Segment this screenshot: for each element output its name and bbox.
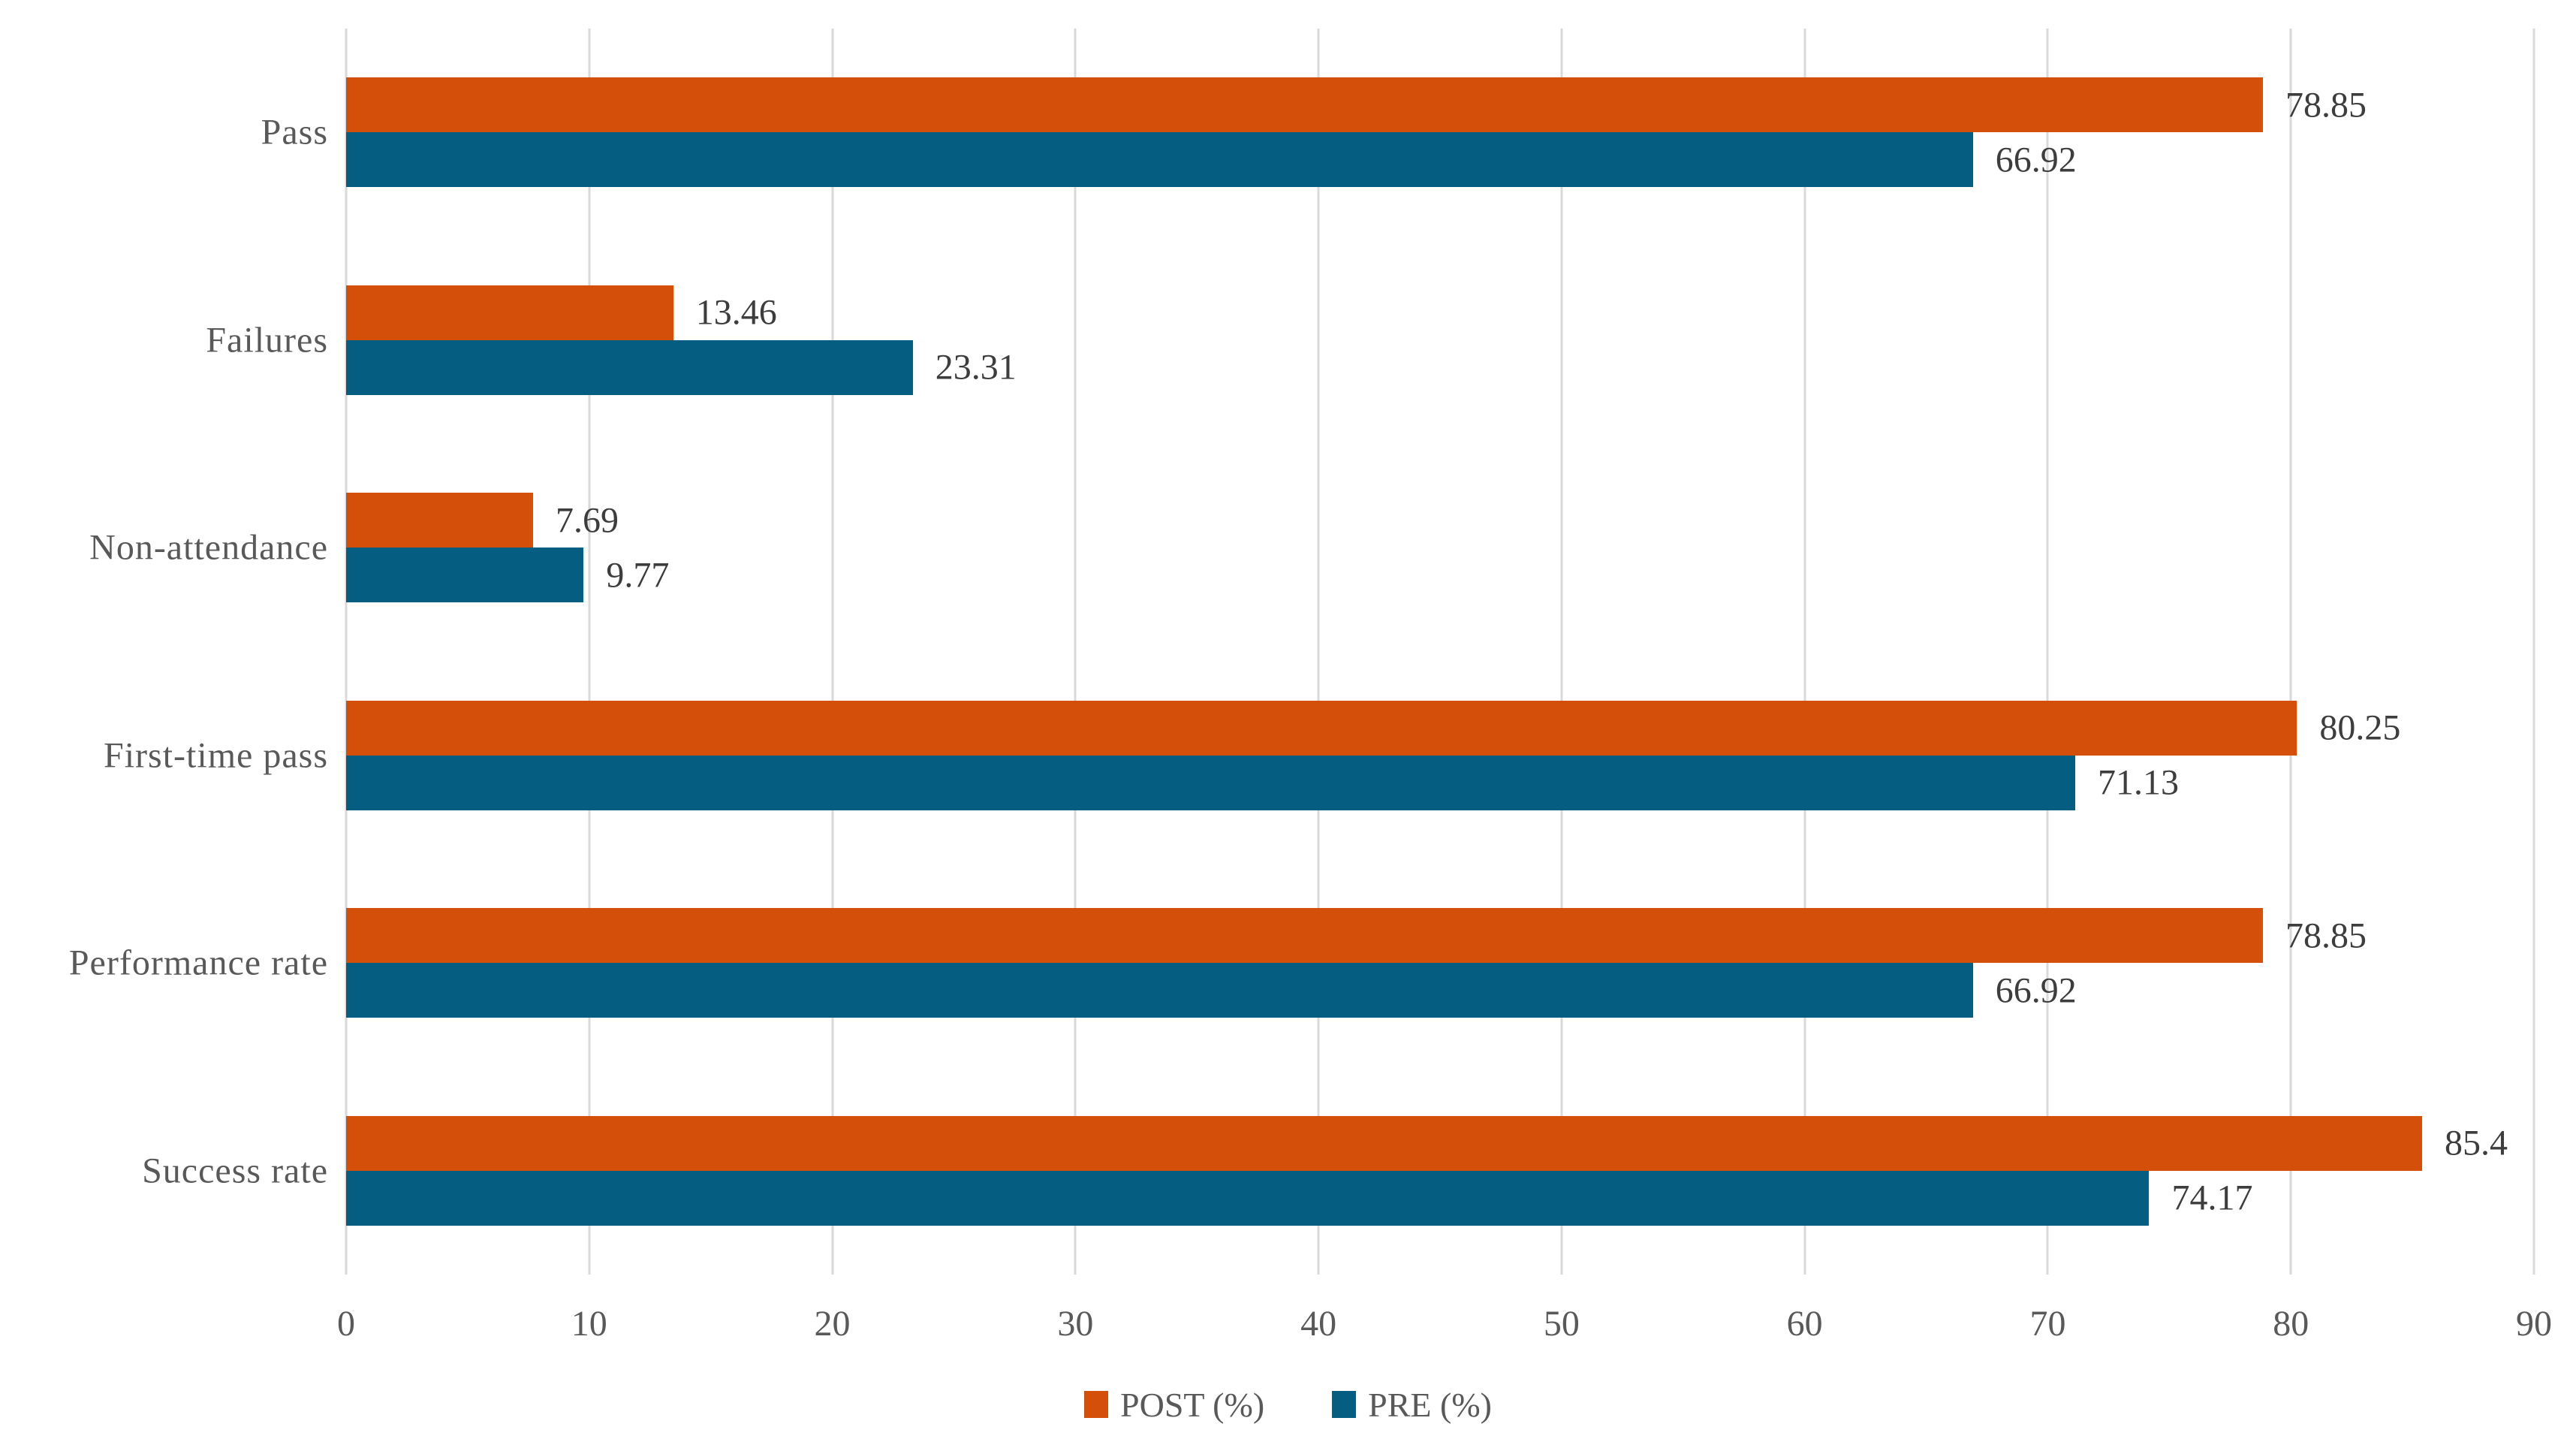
value-label: 71.13 <box>2098 762 2180 803</box>
pre-bar: 71.13 <box>346 755 2179 810</box>
gridlines <box>345 29 2535 1275</box>
x-tick-label: 70 <box>2029 1304 2066 1344</box>
gridline <box>831 29 834 1275</box>
value-label: 78.85 <box>2285 916 2367 956</box>
post-bar: 7.69 <box>346 493 619 548</box>
gridline <box>2532 29 2535 1275</box>
gridline <box>2289 29 2292 1275</box>
post-bar: 78.85 <box>346 908 2367 964</box>
x-tick-label: 90 <box>2516 1304 2552 1344</box>
value-label: 23.31 <box>935 347 1017 388</box>
x-tick-label: 30 <box>1057 1304 1094 1344</box>
x-tick-label: 60 <box>1786 1304 1823 1344</box>
value-label: 85.4 <box>2445 1123 2508 1163</box>
category-label: Non-attendance <box>89 527 328 568</box>
post-legend-swatch <box>1084 1391 1109 1418</box>
category-row: Success rate 85.4 74.17 <box>142 1067 2534 1275</box>
gridline <box>345 29 348 1275</box>
value-label: 66.92 <box>1995 970 2077 1011</box>
x-tick-label: 10 <box>571 1304 607 1344</box>
value-label: 7.69 <box>555 500 619 541</box>
category-label: First-time pass <box>104 735 328 776</box>
category-row: Performance rate 78.85 66.92 <box>69 859 2534 1067</box>
x-tick-label: 0 <box>337 1304 355 1344</box>
pre-legend-label: PRE (%) <box>1368 1385 1492 1424</box>
value-label: 80.25 <box>2319 707 2401 748</box>
value-label: 66.92 <box>1995 140 2077 180</box>
gridline <box>1803 29 1806 1275</box>
x-axis: 0 10 20 30 40 50 60 70 80 90 <box>337 1275 2552 1380</box>
category-label: Failures <box>206 320 328 360</box>
category-label: Pass <box>261 112 328 152</box>
gridline <box>1074 29 1077 1275</box>
post-bar: 78.85 <box>346 77 2367 133</box>
gridline <box>1317 29 1320 1275</box>
pre-bar: 66.92 <box>346 963 2077 1018</box>
gridline <box>1560 29 1563 1275</box>
plot-area: Pass 78.85 66.92 Failures 13.46 23.31 Non-atte… <box>69 29 2535 1275</box>
gridline <box>588 29 591 1275</box>
gridline <box>2046 29 2049 1275</box>
x-tick-label: 40 <box>1300 1304 1337 1344</box>
category-row: Pass 78.85 66.92 <box>261 29 2534 237</box>
pre-bar: 9.77 <box>346 548 669 603</box>
pre-legend-swatch <box>1332 1391 1357 1418</box>
value-label: 9.77 <box>606 555 670 596</box>
x-tick-label: 20 <box>814 1304 851 1344</box>
value-label: 13.46 <box>695 292 777 333</box>
pre-bar: 23.31 <box>346 339 1017 395</box>
post-bar: 13.46 <box>346 285 777 340</box>
category-row: Non-attendance 7.69 9.77 <box>89 444 2534 652</box>
post-legend-label: POST (%) <box>1120 1385 1265 1424</box>
legend-item-post: POST (%) <box>1084 1385 1264 1425</box>
category-row: First-time pass 80.25 71.13 <box>104 652 2534 860</box>
post-bar: 85.4 <box>346 1115 2508 1171</box>
category-row: Failures 13.46 23.31 <box>206 237 2534 445</box>
category-rows: Pass 78.85 66.92 Failures 13.46 23.31 Non-atte… <box>69 29 2534 1275</box>
category-label: Success rate <box>142 1151 328 1191</box>
pre-bar: 66.92 <box>346 132 2077 188</box>
pre-bar: 74.17 <box>346 1170 2252 1226</box>
x-tick-label: 50 <box>1543 1304 1580 1344</box>
legend-item-pre: PRE (%) <box>1332 1385 1492 1425</box>
legend: POST (%) PRE (%) <box>0 1380 2576 1428</box>
category-label: Performance rate <box>68 943 328 983</box>
x-tick-label: 80 <box>2273 1304 2309 1344</box>
value-label: 74.17 <box>2171 1178 2253 1218</box>
post-bar: 80.25 <box>346 700 2400 756</box>
value-label: 78.85 <box>2285 85 2367 125</box>
